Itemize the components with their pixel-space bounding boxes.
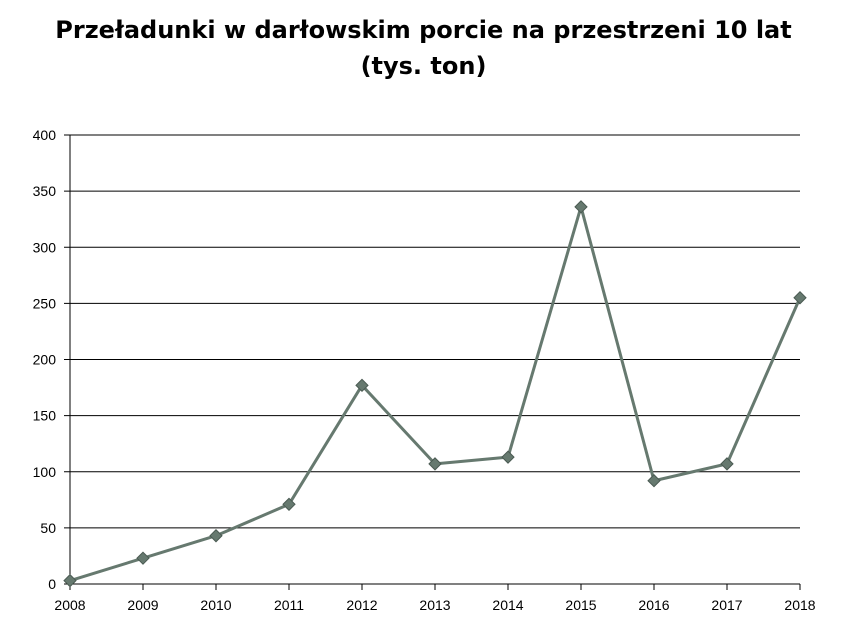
- y-tick-label: 300: [33, 239, 57, 255]
- x-tick-label: 2017: [711, 597, 742, 613]
- y-tick-label: 150: [33, 408, 57, 424]
- data-point-2010: [209, 529, 223, 543]
- y-tick-label: 0: [48, 576, 56, 592]
- series-markers: [63, 200, 807, 588]
- data-point-2018: [793, 291, 807, 305]
- data-point-2017: [720, 457, 734, 471]
- data-point-2008: [63, 573, 77, 588]
- gridlines: [70, 134, 800, 529]
- x-tick-label: 2015: [565, 597, 596, 613]
- data-point-2009: [136, 551, 150, 565]
- x-tick-label: 2018: [784, 597, 815, 613]
- axes: [64, 134, 801, 590]
- data-point-2013: [428, 457, 442, 471]
- y-tick-label: 400: [33, 127, 57, 143]
- data-point-2011: [282, 497, 296, 512]
- y-tick-labels: 0 50 100 150 200 250 300 350 400: [33, 127, 57, 592]
- data-point-2015: [574, 200, 588, 214]
- data-point-2014: [501, 450, 515, 464]
- y-tick-label: 200: [33, 352, 57, 368]
- x-tick-label: 2016: [638, 597, 669, 613]
- chart-title-line1: Przeładunki w darłowskim porcie na przes…: [55, 16, 792, 44]
- x-tick-label: 2010: [200, 597, 231, 613]
- x-tick-labels: 2008 2009 2010 2011 2012 2013 2014 2015 2016 2017…: [54, 597, 815, 613]
- chart-title: Przeładunki w darłowskim porcie na przes…: [0, 12, 847, 84]
- x-tick-label: 2008: [54, 597, 85, 613]
- y-tick-label: 250: [33, 295, 57, 311]
- series-line: [69, 205, 802, 583]
- y-tick-label: 50: [40, 520, 56, 536]
- y-tick-label: 100: [33, 464, 57, 480]
- data-point-2016: [647, 474, 661, 488]
- x-tick-label: 2013: [419, 597, 450, 613]
- chart-title-line2: (tys. ton): [360, 52, 487, 80]
- x-tick-label: 2009: [127, 597, 158, 613]
- y-tick-label: 350: [33, 183, 57, 199]
- x-tick-label: 2012: [346, 597, 377, 613]
- x-tick-label: 2011: [274, 597, 304, 613]
- data-point-2012: [355, 378, 369, 393]
- x-tick-label: 2014: [492, 597, 523, 613]
